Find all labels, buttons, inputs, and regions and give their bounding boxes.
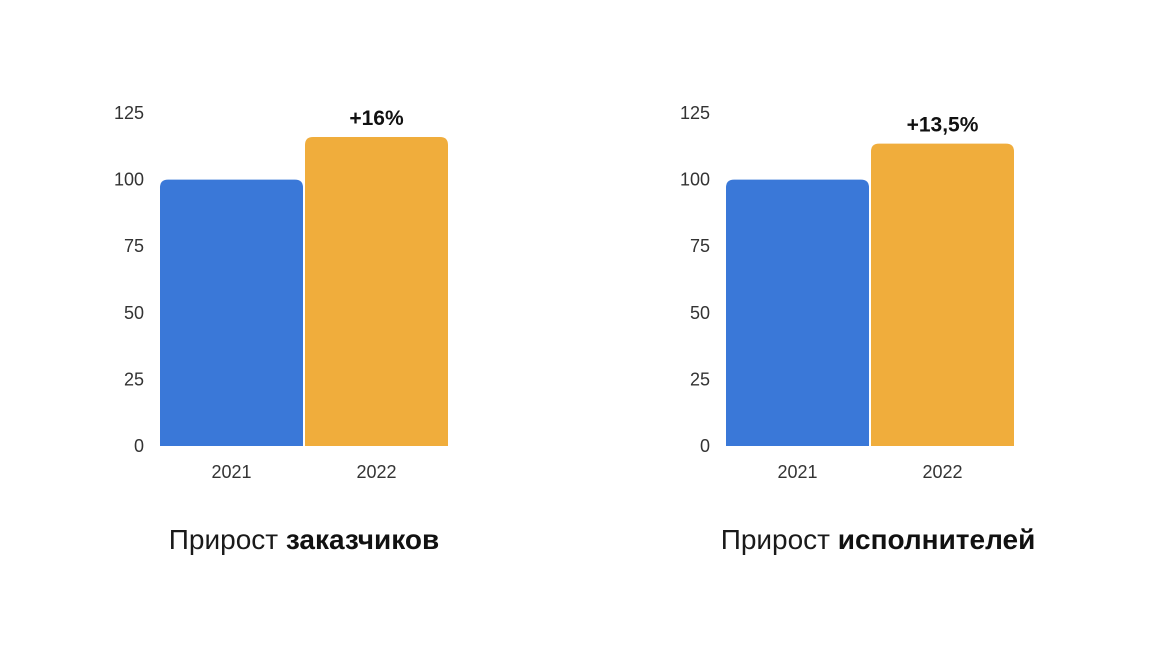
x-tick-label: 2021 bbox=[211, 462, 251, 482]
caption-contractors: Прирост исполнителей bbox=[721, 524, 1036, 556]
caption-customers-bold: заказчиков bbox=[285, 524, 440, 555]
x-tick-label: 2021 bbox=[777, 462, 817, 482]
bar-2021 bbox=[726, 179, 869, 446]
x-tick-label: 2022 bbox=[922, 462, 962, 482]
y-tick-label: 100 bbox=[114, 170, 144, 190]
bar-2021 bbox=[160, 179, 303, 446]
bar-2022 bbox=[871, 143, 1014, 447]
y-tick-label: 0 bbox=[134, 436, 144, 456]
y-tick-label: 50 bbox=[124, 303, 144, 323]
chart-customers: 0 25 50 75 100 125 2021 2022 +16% bbox=[114, 103, 448, 482]
growth-annotation: +13,5% bbox=[907, 114, 979, 137]
y-tick-label: 125 bbox=[680, 103, 710, 123]
caption-contractors-bold: исполнителей bbox=[837, 524, 1036, 555]
y-tick-label: 0 bbox=[700, 436, 710, 456]
y-tick-label: 75 bbox=[690, 236, 710, 256]
y-tick-label: 125 bbox=[114, 103, 144, 123]
bar-2022 bbox=[305, 136, 448, 446]
chart-contractors: 0 25 50 75 100 125 2021 2022 +13,5% bbox=[680, 103, 1014, 482]
caption-customers: Прирост заказчиков bbox=[169, 524, 439, 556]
caption-customers-normal: Прирост bbox=[168, 524, 286, 555]
y-tick-label: 25 bbox=[124, 369, 144, 389]
y-tick-label: 25 bbox=[690, 369, 710, 389]
y-tick-label: 100 bbox=[680, 170, 710, 190]
y-tick-label: 50 bbox=[690, 303, 710, 323]
growth-annotation: +16% bbox=[349, 107, 404, 130]
y-tick-label: 75 bbox=[124, 236, 144, 256]
x-tick-label: 2022 bbox=[356, 462, 396, 482]
caption-contractors-normal: Прирост bbox=[720, 524, 838, 555]
